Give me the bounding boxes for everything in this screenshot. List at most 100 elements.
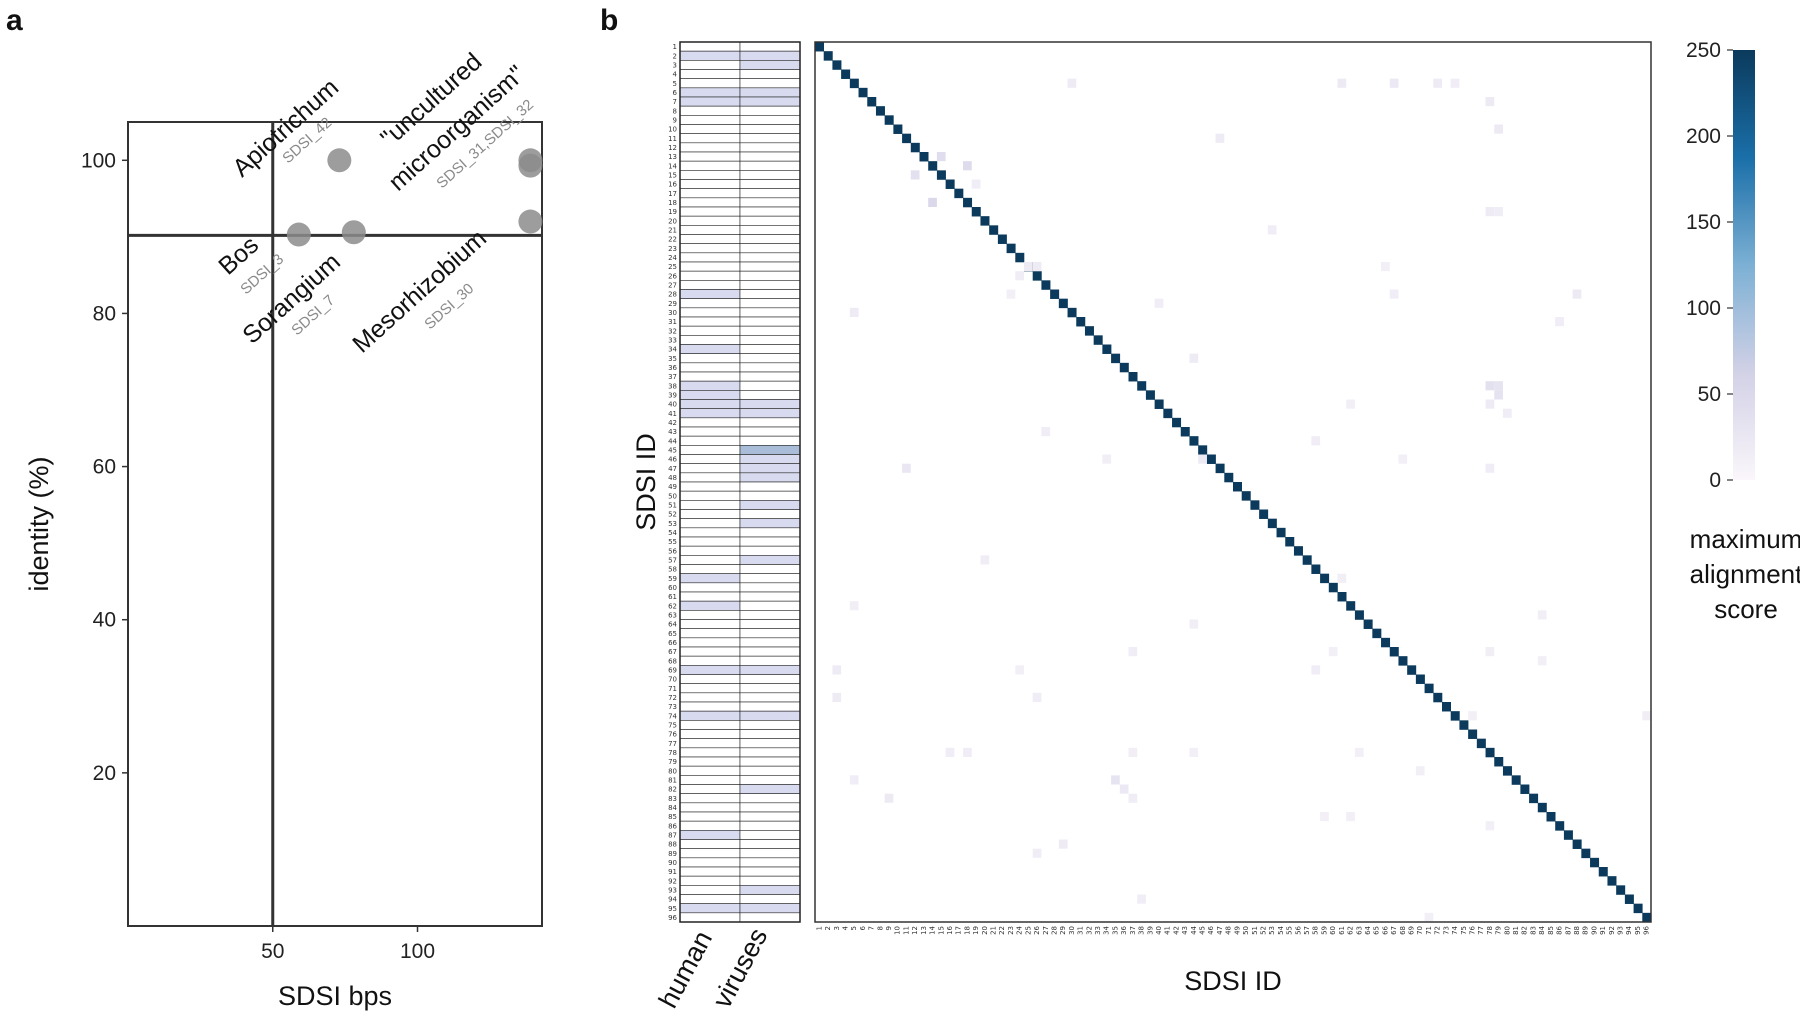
side-cell-human xyxy=(679,600,741,611)
heatmap-x-tick-label: 12 xyxy=(911,926,919,935)
heatmap-cell xyxy=(1311,665,1321,675)
heatmap-x-tick-label: 53 xyxy=(1268,926,1276,935)
heatmap-diagonal-cell xyxy=(1389,647,1399,657)
heatmap-diagonal-cell xyxy=(1250,500,1260,510)
x-axis-label: SDSI bps xyxy=(278,981,392,1011)
heatmap-diagonal-cell xyxy=(884,115,894,125)
heatmap-cell xyxy=(936,152,946,162)
heatmap-cell xyxy=(1198,454,1207,464)
heatmap-x-tick-label: 88 xyxy=(1573,926,1581,935)
side-cell-human xyxy=(679,435,741,446)
heatmap-diagonal-cell xyxy=(1320,573,1330,584)
side-cell-human xyxy=(679,325,741,336)
heatmap-y-tick-label: 21 xyxy=(668,226,677,234)
heatmap-diagonal-cell xyxy=(1259,509,1269,519)
heatmap-cell xyxy=(1468,711,1477,721)
side-cell-viruses xyxy=(739,655,801,666)
heatmap-x-tick-label: 71 xyxy=(1425,926,1433,935)
heatmap-cell xyxy=(1015,271,1024,281)
side-cell-viruses xyxy=(739,830,801,840)
heatmap-x-axis-label: SDSI ID xyxy=(1184,966,1282,996)
side-cell-human xyxy=(679,527,741,538)
heatmap-y-tick-label: 31 xyxy=(668,318,677,326)
side-cell-viruses xyxy=(739,270,801,281)
side-cell-viruses xyxy=(739,179,801,189)
heatmap-x-tick-label: 9 xyxy=(885,926,893,930)
heatmap-cell xyxy=(1502,408,1512,418)
y-tick-label: 60 xyxy=(93,456,116,479)
side-cell-viruses xyxy=(739,41,801,52)
heatmap-x-tick-label: 18 xyxy=(963,926,971,935)
colorbar-label-line1: maximum xyxy=(1690,524,1800,554)
side-cell-human xyxy=(679,380,741,391)
side-cell-viruses xyxy=(739,564,801,574)
heatmap-cell xyxy=(1537,610,1547,620)
side-cell-viruses xyxy=(739,362,801,373)
side-cell-human xyxy=(679,160,741,171)
side-cell-viruses xyxy=(739,142,801,153)
side-cell-human xyxy=(679,738,741,749)
heatmap-y-tick-label: 3 xyxy=(673,61,677,69)
heatmap-y-tick-label: 87 xyxy=(668,831,677,839)
heatmap-cell xyxy=(1354,747,1364,757)
heatmap-x-tick-label: 89 xyxy=(1582,926,1590,935)
heatmap-cell xyxy=(1067,78,1077,88)
heatmap-y-tick-label: 65 xyxy=(668,630,677,638)
heatmap-diagonal-cell xyxy=(919,152,929,162)
side-cell-viruses xyxy=(739,701,801,712)
heatmap-x-tick-label: 23 xyxy=(1007,926,1015,935)
heatmap-cell xyxy=(1572,289,1582,299)
heatmap-diagonal-cell xyxy=(823,51,833,61)
heatmap-y-tick-label: 74 xyxy=(668,712,677,720)
heatmap-x-tick-label: 87 xyxy=(1564,926,1572,935)
heatmap-y-tick-label: 20 xyxy=(668,217,677,225)
side-cell-viruses xyxy=(739,793,801,804)
heatmap-cell xyxy=(1389,78,1399,88)
heatmap-y-tick-label: 59 xyxy=(668,575,677,583)
side-cell-viruses xyxy=(739,124,801,134)
side-cell-human xyxy=(679,747,741,758)
side-cell-viruses xyxy=(739,316,801,327)
panel-b-letter: b xyxy=(600,4,618,37)
side-cell-human xyxy=(679,371,741,382)
side-cell-viruses xyxy=(739,60,801,70)
heatmap-diagonal-cell xyxy=(1607,876,1617,886)
y-tick-label: 20 xyxy=(93,762,116,785)
heatmap-diagonal-cell xyxy=(1537,802,1547,813)
heatmap-x-tick-label: 69 xyxy=(1408,926,1416,935)
side-cell-viruses xyxy=(739,280,801,290)
side-cell-viruses xyxy=(739,775,801,785)
heatmap-diagonal-cell xyxy=(1119,362,1129,373)
side-cell-viruses xyxy=(739,435,801,446)
heatmap-x-tick-label: 91 xyxy=(1599,926,1607,935)
side-cell-human xyxy=(679,50,741,61)
heatmap-x-tick-label: 82 xyxy=(1521,926,1529,935)
side-cell-human xyxy=(679,472,741,483)
heatmap-x-tick-label: 75 xyxy=(1460,926,1468,935)
heatmap-cell xyxy=(971,179,981,189)
heatmap-y-tick-label: 90 xyxy=(668,859,677,867)
side-cell-viruses xyxy=(739,234,801,244)
side-cell-human xyxy=(679,903,741,914)
side-column-label-viruses: viruses xyxy=(707,923,774,1013)
heatmap-x-tick-label: 19 xyxy=(972,926,980,935)
heatmap-x-tick-label: 40 xyxy=(1155,926,1163,935)
side-cell-human xyxy=(679,206,741,217)
heatmap-cell xyxy=(849,775,859,785)
heatmap-diagonal-cell xyxy=(1363,619,1373,629)
heatmap-cell xyxy=(1154,298,1164,308)
side-cell-viruses xyxy=(739,912,801,923)
side-cell-human xyxy=(679,509,741,519)
heatmap-diagonal-cell xyxy=(1015,252,1025,263)
side-cell-human xyxy=(679,912,741,923)
heatmap-y-tick-label: 67 xyxy=(668,648,677,656)
side-cell-viruses xyxy=(739,454,801,464)
side-cell-human xyxy=(679,69,741,79)
heatmap-x-tick-label: 29 xyxy=(1059,926,1067,935)
side-cell-viruses xyxy=(739,573,801,584)
side-cell-viruses xyxy=(739,848,801,859)
side-cell-human xyxy=(679,637,741,648)
heatmap-x-tick-label: 44 xyxy=(1190,925,1198,934)
side-cell-viruses xyxy=(739,197,801,208)
side-cell-human xyxy=(679,252,741,263)
